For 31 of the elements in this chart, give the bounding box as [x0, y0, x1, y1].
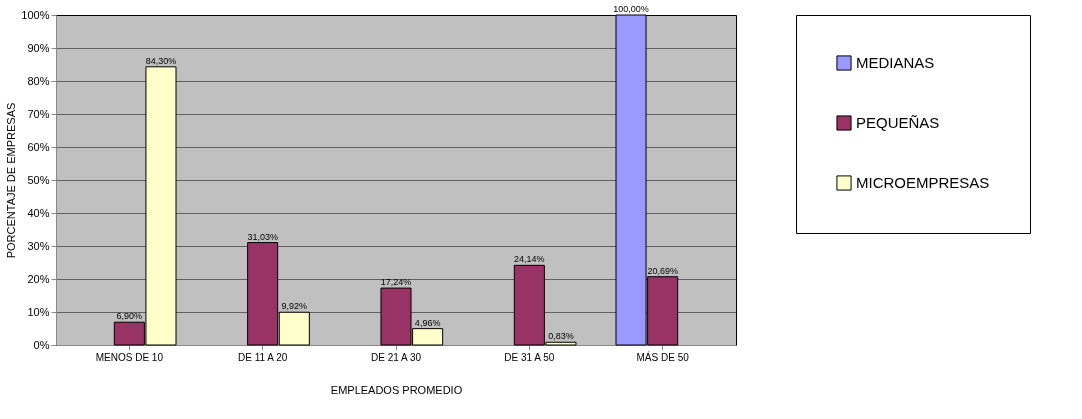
y-tick-label: 60% — [27, 140, 50, 153]
y-tick-label: 20% — [27, 272, 50, 285]
y-tick-label: 50% — [27, 173, 50, 186]
data-label: 17,24% — [380, 277, 412, 288]
y-tick-label: 10% — [27, 305, 50, 318]
y-tick-label: 100% — [21, 8, 50, 21]
y-tick-label: 70% — [27, 107, 50, 120]
x-tick-label: MÁS DE 50 — [636, 350, 690, 363]
data-label: 6,90% — [116, 311, 143, 322]
data-label: 9,92% — [281, 301, 308, 312]
data-label: 84,30% — [145, 55, 177, 66]
x-tick-label: DE 11 A 20 — [238, 351, 288, 363]
y-tick-label: 90% — [27, 41, 50, 54]
data-label: 4,96% — [414, 317, 441, 328]
y-tick-label: 0% — [33, 338, 50, 351]
legend-label: MEDIANAS — [856, 54, 935, 71]
legend-label: PEQUEÑAS — [856, 114, 940, 131]
x-tick-label: MENOS DE 10 — [95, 351, 164, 363]
x-tick-label: DE 21 A 30 — [370, 351, 422, 363]
y-tick-label: 80% — [27, 74, 50, 87]
y-axis-title: PORCENTAJE DE EMPRESAS — [5, 102, 18, 259]
legend-label: MICROEMPRESAS — [856, 174, 990, 191]
data-label: 31,03% — [247, 231, 278, 242]
y-tick-label: 30% — [27, 239, 50, 252]
data-label: 0,83% — [548, 331, 574, 342]
data-label: 20,69% — [647, 265, 678, 276]
data-label: 24,14% — [514, 254, 545, 265]
y-tick-label: 40% — [27, 206, 50, 219]
x-tick-label: DE 31 A 50 — [504, 351, 555, 363]
x-axis-title: EMPLEADOS PROMEDIO — [330, 383, 463, 396]
data-label: 100,00% — [613, 4, 649, 14]
